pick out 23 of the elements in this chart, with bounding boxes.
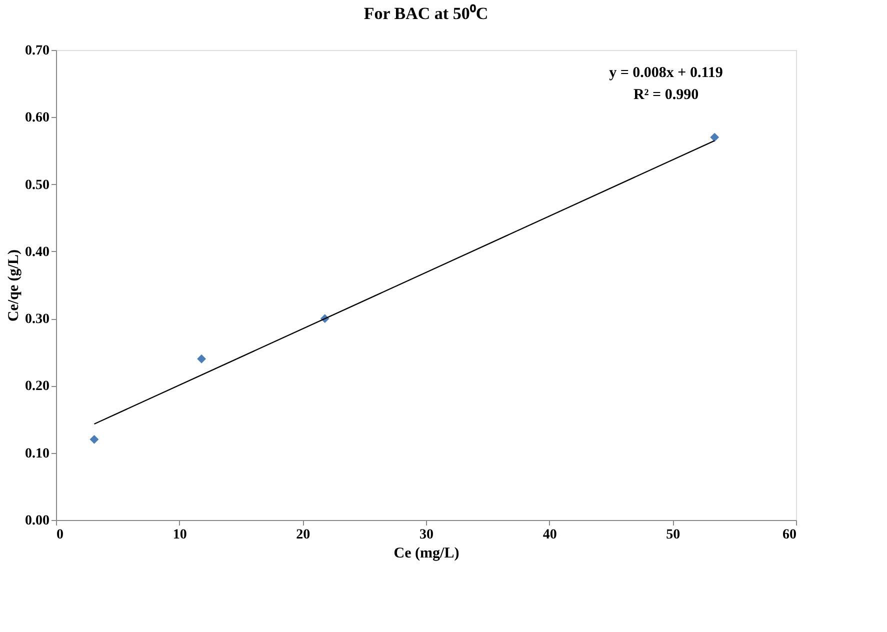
x-tick-label: 50 <box>666 528 680 542</box>
y-tick-label: 0.20 <box>25 379 50 394</box>
point <box>710 132 720 142</box>
y-axis-title: Ce/qe (g/L) <box>6 249 22 322</box>
annotation: y = 0.008x + 0.119 <box>609 65 723 81</box>
annotation: R² = 0.990 <box>633 87 699 103</box>
x-tick-label: 60 <box>782 528 796 542</box>
point <box>197 354 206 364</box>
x-tick-label: 10 <box>172 528 187 542</box>
x-tick-label: 40 <box>542 528 557 542</box>
x-tick-label: 30 <box>420 528 434 542</box>
y-tick-label: 0.00 <box>25 514 50 528</box>
y-tick-label: 0.30 <box>25 312 50 328</box>
chart-title: For BAC at 50⁰C <box>364 4 488 23</box>
y-tick-label: 0.60 <box>25 110 50 126</box>
y-tick-label: 0.10 <box>25 446 50 462</box>
x-tick-label: 0 <box>56 528 64 542</box>
y-tick-label: 0.70 <box>25 44 50 58</box>
x-axis-title: Ce (mg/L) <box>394 546 460 562</box>
x-tick-label: 20 <box>296 528 310 542</box>
y-tick-label: 0.50 <box>25 178 50 193</box>
y-tick-label: 0.40 <box>25 244 50 260</box>
point <box>90 434 99 444</box>
